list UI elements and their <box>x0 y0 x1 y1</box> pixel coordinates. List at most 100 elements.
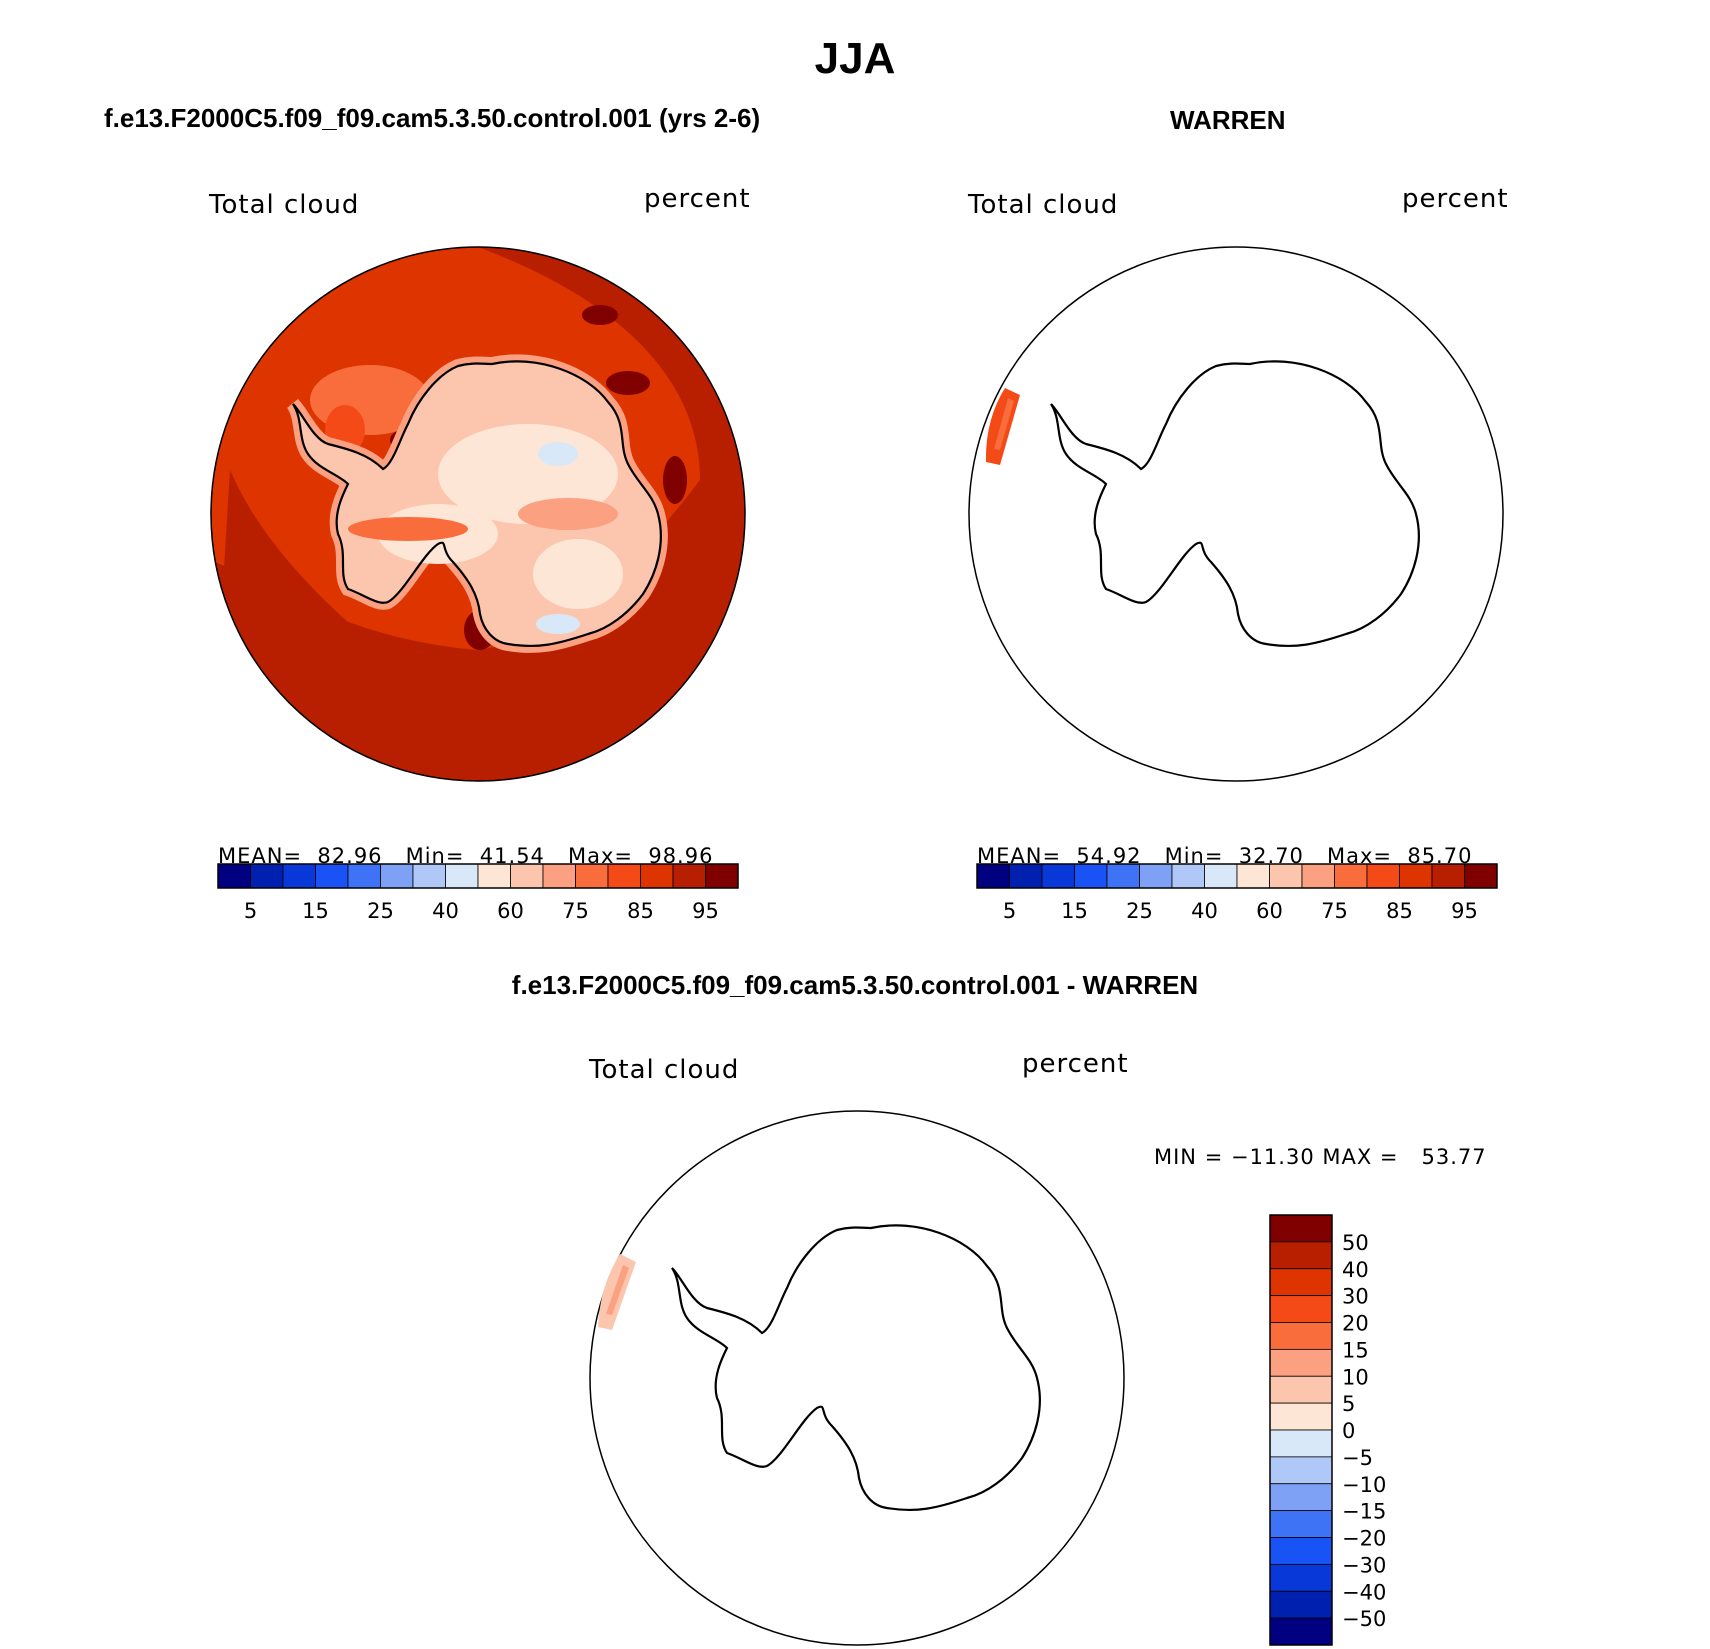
model-colorbar-frame <box>217 863 739 889</box>
model-colorbar-swatch <box>315 863 349 889</box>
diff-colorbar-tick-label: 40 <box>1342 1258 1369 1282</box>
obs-colorbar-swatch <box>1399 863 1433 889</box>
diff-colorbar-swatch <box>1269 1483 1333 1512</box>
obs-colorbar-tick-label: 15 <box>1061 899 1088 923</box>
obs-colorbar-swatch <box>1204 863 1238 889</box>
diff-colorbar-swatch <box>1269 1617 1333 1646</box>
diff-colorbar-swatch <box>1269 1241 1333 1270</box>
obs-colorbar-tick-label: 5 <box>1003 899 1016 923</box>
model-colorbar-swatch <box>607 863 641 889</box>
obs-colorbar-tick-label: 95 <box>1451 899 1478 923</box>
diff-colorbar-swatch <box>1269 1322 1333 1350</box>
diff-colorbar-tick-label: 50 <box>1342 1231 1369 1255</box>
obs-colorbar-swatch <box>1041 863 1075 889</box>
diff-colorbar-tick-label: 10 <box>1342 1365 1369 1389</box>
model-colorbar-tick-label: 40 <box>432 899 459 923</box>
model-colorbar-swatch <box>542 863 576 889</box>
model-colorbar-swatch <box>412 863 446 889</box>
obs-colorbar-swatch <box>1171 863 1205 889</box>
model-colorbar-swatch <box>282 863 316 889</box>
diff-colorbar-swatch <box>1269 1402 1333 1431</box>
model-map <box>210 246 746 782</box>
diff-colorbar-frame <box>1269 1214 1333 1646</box>
page-title: JJA <box>814 34 896 83</box>
model-colorbar-tick-label: 5 <box>244 899 257 923</box>
obs-colorbar-tick-label: 85 <box>1386 899 1413 923</box>
obs-colorbar-swatch <box>1139 863 1173 889</box>
diff-units-label: percent <box>1022 1049 1129 1079</box>
diff-map <box>589 1110 1125 1646</box>
diff-variable-label: Total cloud <box>589 1055 740 1085</box>
diff-colorbar-tick-label: 5 <box>1342 1392 1355 1416</box>
obs-variable-label: Total cloud <box>968 190 1119 220</box>
model-units-label: percent <box>644 184 751 214</box>
obs-colorbar-frame <box>976 863 1498 889</box>
obs-colorbar-swatch <box>976 863 1010 889</box>
diff-colorbar-swatch <box>1269 1563 1333 1592</box>
obs-colorbar-swatch <box>1074 863 1108 889</box>
obs-colorbar-swatch <box>1009 863 1043 889</box>
diff-colorbar-swatch <box>1269 1268 1333 1297</box>
diff-colorbar-swatch <box>1269 1510 1333 1538</box>
model-colorbar-swatch <box>510 863 544 889</box>
obs-colorbar: 5 15 25 40 60 75 85 95 <box>976 863 1498 923</box>
obs-colorbar-tick-label: 40 <box>1191 899 1218 923</box>
diff-colorbar-swatch <box>1269 1214 1333 1243</box>
obs-colorbar-swatch <box>1269 863 1303 889</box>
model-colorbar-tick-label: 15 <box>302 899 329 923</box>
obs-colorbar-swatch <box>1431 863 1465 889</box>
diff-colorbar-swatch <box>1269 1375 1333 1404</box>
diff-colorbar-tick-label: −50 <box>1342 1607 1386 1631</box>
model-colorbar-tick-label: 25 <box>367 899 394 923</box>
diff-colorbar-tick-label: −10 <box>1342 1473 1386 1497</box>
model-colorbar-swatch <box>445 863 479 889</box>
diff-colorbar-swatch <box>1269 1348 1333 1377</box>
bottom-panel-title: f.e13.F2000C5.f09_f09.cam5.3.50.control.… <box>511 970 1199 1000</box>
obs-colorbar-tick-label: 75 <box>1321 899 1348 923</box>
obs-colorbar-swatch <box>1464 863 1498 889</box>
model-colorbar-swatch <box>705 863 739 889</box>
diff-colorbar-swatch <box>1269 1429 1333 1458</box>
model-colorbar-swatch <box>250 863 284 889</box>
left-panel-title: f.e13.F2000C5.f09_f09.cam5.3.50.control.… <box>104 103 761 133</box>
model-colorbar-swatch <box>672 863 706 889</box>
obs-colorbar-tick-label: 25 <box>1126 899 1153 923</box>
model-colorbar-tick-label: 60 <box>497 899 524 923</box>
model-colorbar-swatch <box>347 863 381 889</box>
right-panel-title: WARREN <box>1170 105 1286 135</box>
diff-colorbar-tick-label: −40 <box>1342 1580 1386 1604</box>
diff-colorbar-swatch <box>1269 1590 1333 1619</box>
diff-colorbar-tick-label: −20 <box>1342 1527 1386 1551</box>
model-colorbar-swatch <box>477 863 511 889</box>
model-colorbar-tick-label: 85 <box>627 899 654 923</box>
model-colorbar-swatch <box>575 863 609 889</box>
obs-colorbar-swatch <box>1366 863 1400 889</box>
diff-colorbar-tick-label: −15 <box>1342 1500 1386 1524</box>
model-colorbar: 5 15 25 40 60 75 85 95 <box>217 863 739 923</box>
obs-colorbar-tick-label: 60 <box>1256 899 1283 923</box>
diff-colorbar-tick-label: −30 <box>1342 1553 1386 1577</box>
obs-units-label: percent <box>1402 184 1509 214</box>
model-colorbar-tick-label: 95 <box>692 899 719 923</box>
obs-colorbar-swatch <box>1106 863 1140 889</box>
obs-colorbar-swatch <box>1301 863 1335 889</box>
diff-colorbar-swatch <box>1269 1537 1333 1565</box>
model-colorbar-tick-label: 75 <box>562 899 589 923</box>
diff-colorbar-tick-label: 0 <box>1342 1419 1355 1443</box>
diff-colorbar-tick-label: 30 <box>1342 1285 1369 1309</box>
obs-colorbar-swatch <box>1236 863 1270 889</box>
diff-colorbar-swatch <box>1269 1456 1333 1485</box>
diff-colorbar-tick-label: 15 <box>1342 1338 1369 1362</box>
model-colorbar-swatch <box>380 863 414 889</box>
diff-colorbar-tick-label: −5 <box>1342 1446 1373 1470</box>
model-variable-label: Total cloud <box>209 190 360 220</box>
obs-colorbar-swatch <box>1334 863 1368 889</box>
diff-colorbar-tick-label: 20 <box>1342 1312 1369 1336</box>
model-colorbar-swatch <box>640 863 674 889</box>
obs-map <box>968 246 1504 782</box>
model-colorbar-swatch <box>217 863 251 889</box>
diff-colorbar-swatch <box>1269 1295 1333 1323</box>
diff-minmax: MIN = −11.30 MAX = 53.77 <box>1154 1145 1487 1169</box>
